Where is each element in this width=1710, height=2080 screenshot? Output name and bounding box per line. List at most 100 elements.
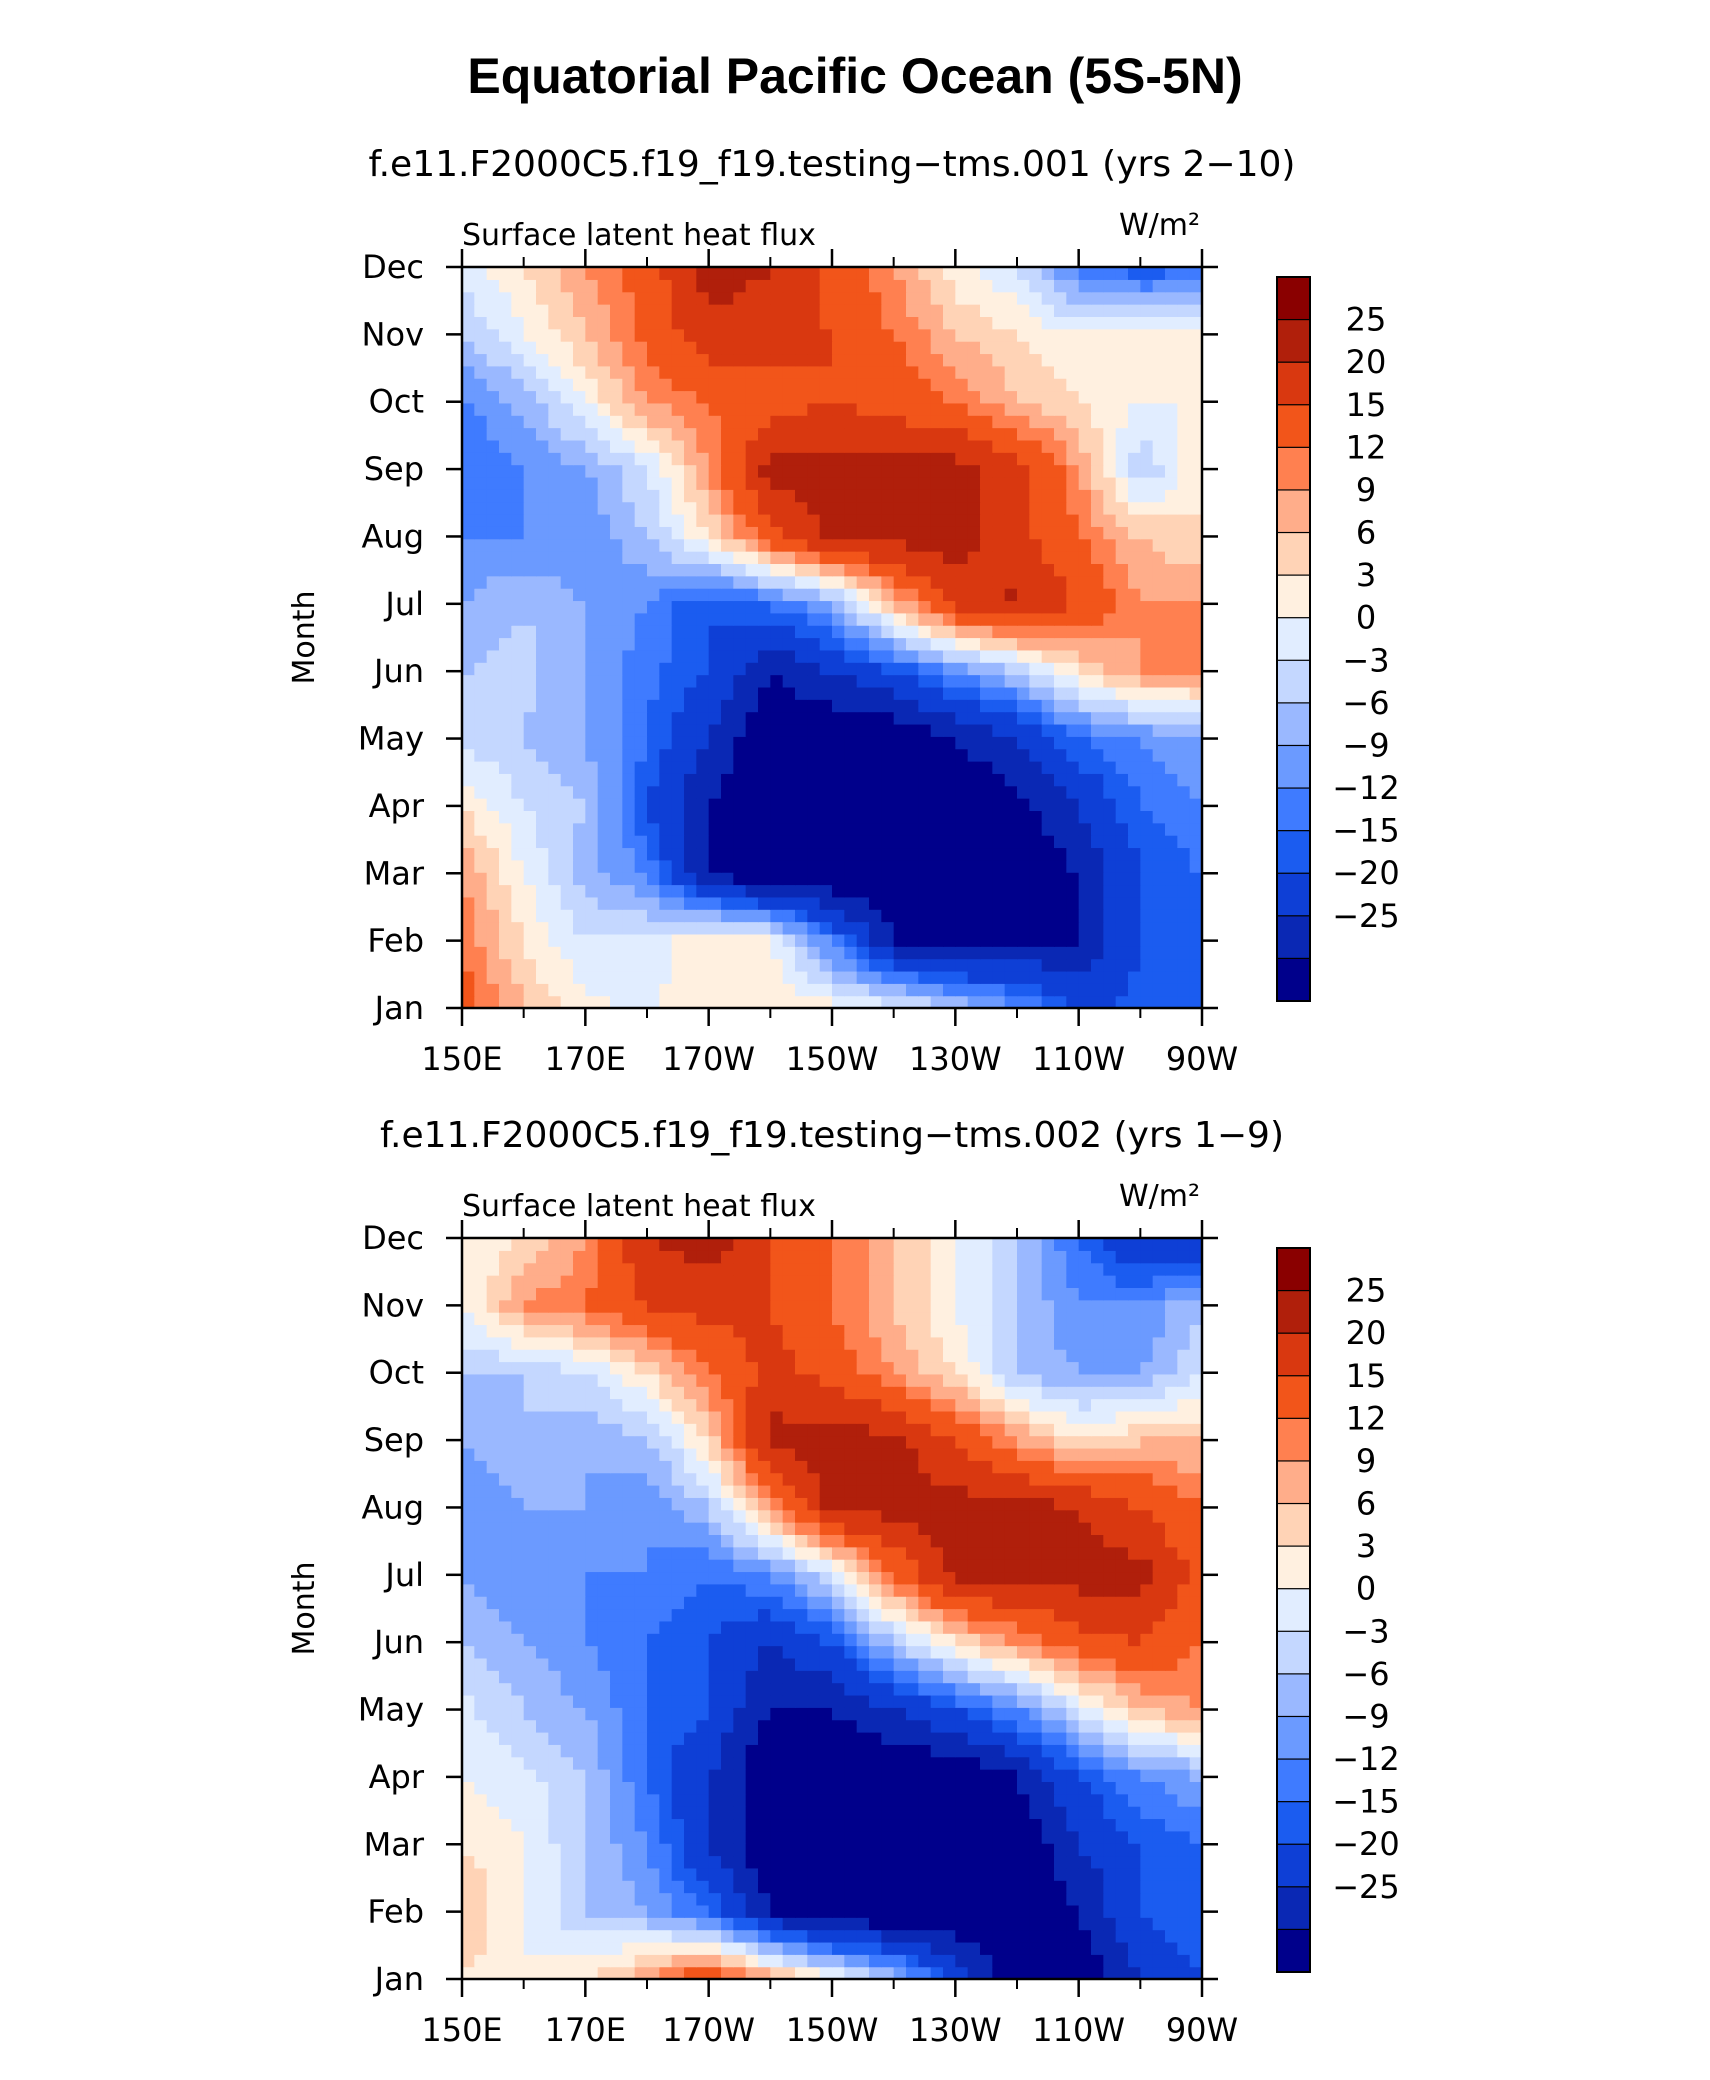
heatmap-cell [770,686,784,700]
heatmap-cell [770,328,784,342]
heatmap-cell [622,1707,636,1721]
heatmap-cell [1152,1818,1166,1832]
heatmap-cell [906,476,919,490]
heatmap-cell [795,736,808,750]
heatmap-cell [610,1843,623,1857]
heatmap-cell [523,1806,537,1820]
heatmap-cell [906,304,919,317]
heatmap-cell [1128,427,1141,441]
heatmap-cell [918,736,932,750]
heatmap-cell [881,674,895,688]
heatmap-cell [992,711,1006,725]
heatmap-cell [721,452,734,466]
heatmap-cell [721,637,734,651]
heatmap-cell [869,859,882,873]
heatmap-cell [560,1732,574,1745]
heatmap-cell [980,402,993,416]
heatmap-cell [462,415,475,429]
heatmap-cell [1017,909,1030,923]
heatmap-cell [782,501,796,515]
heatmap-cell [1177,909,1191,923]
heatmap-cell [499,785,512,799]
heatmap-cell [856,378,870,392]
heatmap-cell [1004,1966,1018,1980]
heatmap-cell [523,1855,537,1869]
heatmap-cell [1189,921,1203,935]
heatmap-cell [795,1719,808,1733]
heatmap-cell [758,1892,771,1906]
heatmap-cell [536,933,549,947]
heatmap-cell [1017,1843,1030,1857]
heatmap-cell [856,1719,870,1733]
heatmap-cell [967,1855,981,1869]
heatmap-cell [1017,427,1030,441]
heatmap-cell [856,625,870,639]
heatmap-cell [856,1781,870,1795]
heatmap-cell [745,798,759,811]
heatmap-cell [807,427,821,441]
heatmap-cell [770,1892,784,1906]
heatmap-cell [795,748,808,762]
heatmap-cell [1165,1954,1178,1968]
heatmap-cell [1165,353,1178,367]
colorbar-label: −25 [1332,897,1400,935]
heatmap-cell [462,427,475,441]
heatmap-cell [918,921,932,935]
heatmap-cell [1165,884,1178,898]
heatmap-cell [659,662,673,676]
heatmap-cell [1152,625,1166,639]
heatmap-cell [980,563,993,577]
heatmap-cell [893,378,907,392]
heatmap-cell [906,896,919,910]
heatmap-cell [967,970,981,984]
heatmap-cell [523,909,537,923]
heatmap-cell [462,773,475,787]
heatmap-cell [536,674,549,688]
heatmap-cell [733,1867,747,1881]
heatmap-cell [499,970,512,984]
heatmap-cell [1152,402,1166,416]
heatmap-cell [1017,662,1030,676]
heatmap-cell [585,365,599,379]
heatmap-cell [1017,1954,1030,1968]
heatmap-cell [462,1843,475,1857]
heatmap-cell [560,1818,574,1832]
heatmap-cell [585,822,599,836]
heatmap-cell [1140,699,1154,713]
heatmap-cell [659,328,673,342]
heatmap-cell [585,538,599,552]
heatmap-cell [819,884,833,898]
heatmap-cell [1140,267,1154,280]
heatmap-cell [770,884,784,898]
heatmap-cell [1041,575,1055,589]
heatmap-cell [782,378,796,392]
heatmap-cell [782,291,796,305]
heatmap-cell [930,1769,944,1782]
heatmap-cell [943,1904,956,1918]
heatmap-cell [597,723,611,737]
heatmap-cell [1041,439,1055,453]
heatmap-cell [1140,1929,1154,1943]
heatmap-cell [869,970,882,984]
heatmap-cell [622,699,636,713]
heatmap-cell [671,662,685,676]
heatmap-cell [832,353,845,367]
heatmap-cell [1140,390,1154,404]
heatmap-cell [992,625,1006,639]
heatmap-cell [474,921,488,935]
heatmap-cell [1165,1756,1178,1770]
heatmap-cell [610,723,623,737]
heatmap-cell [955,588,969,602]
heatmap-cell [795,267,808,280]
heatmap-cell [474,946,488,960]
heatmap-cell [1078,341,1092,355]
heatmap-cell [696,896,710,910]
heatmap-cell [881,822,895,836]
heatmap-cell [980,1966,993,1980]
heatmap-cell [659,970,673,984]
heatmap-cell [1091,822,1104,836]
heatmap-cell [1103,563,1117,577]
heatmap-cell [906,674,919,688]
heatmap-cell [523,983,537,997]
heatmap-cell [869,267,882,280]
